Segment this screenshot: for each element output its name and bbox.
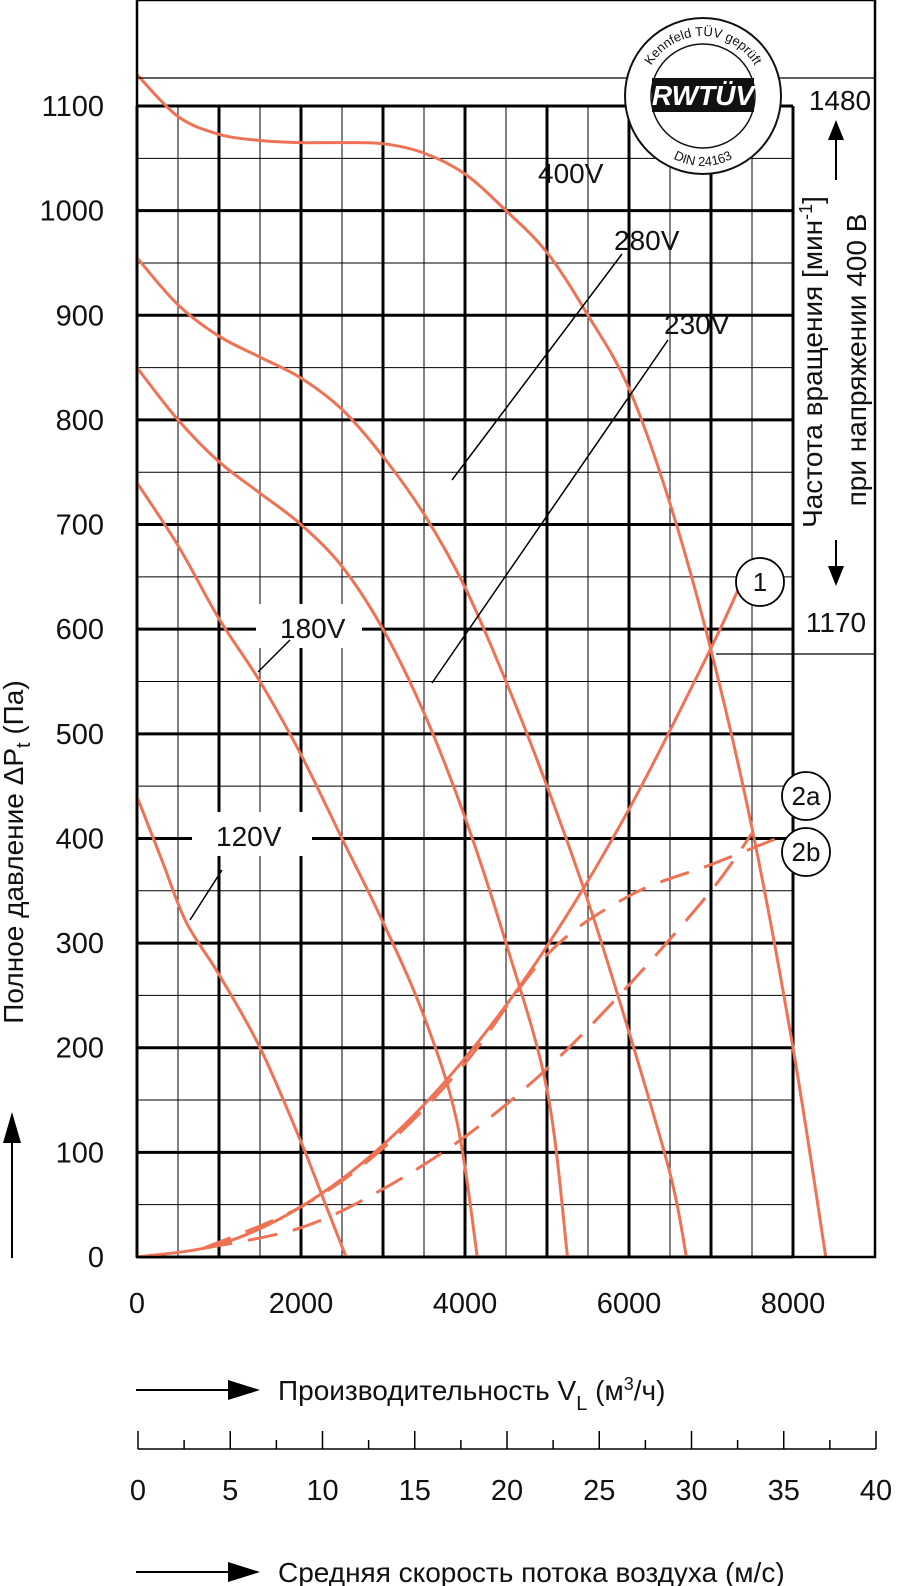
y-tick-label: 900 (56, 300, 104, 332)
system-label-2a: 2a (792, 781, 821, 811)
y-tick-label: 500 (56, 719, 104, 751)
curve-1 (136, 576, 746, 1259)
curve-label-280v: 280V (614, 225, 680, 256)
velocity-tick-label: 5 (222, 1475, 238, 1507)
tick-labels: 0 100 200 300 400 500 600 700 800 900 1000 1100 0 200… (39, 91, 825, 1320)
velocity-tick-label: 30 (675, 1475, 707, 1507)
speed-arrow-up-head (828, 120, 844, 140)
velocity-tick-label: 20 (491, 1475, 523, 1507)
seal-bottom-text: DIN 24163 (672, 148, 734, 169)
y-tick-label: 400 (56, 823, 104, 855)
x-axis-label: Производительность VL (м3/ч) (278, 1374, 665, 1415)
velocity-axis: 0 5 10 15 20 25 30 35 40 Средняя скорость потока… (130, 1431, 892, 1586)
velocity-arrow-head (228, 1562, 260, 1582)
y-tick-label: 100 (56, 1137, 104, 1169)
x-tick-label: 0 (129, 1288, 145, 1320)
x-tick-label: 4000 (433, 1288, 498, 1320)
x-axis-arrow-head (228, 1380, 260, 1400)
curve-2a (202, 837, 778, 1250)
x-tick-label: 2000 (269, 1288, 334, 1320)
speed-scale-label-line2: при напряжении 400 В (841, 214, 872, 507)
curve-230v (135, 366, 569, 1258)
y-tick-label: 300 (56, 928, 104, 960)
velocity-tick-label: 10 (306, 1475, 338, 1507)
y-axis-arrow-head (3, 1112, 21, 1143)
y-tick-label: 700 (56, 510, 104, 542)
speed-scale-label-line1: Частота вращения [мин-1] (796, 196, 828, 528)
curve-label-120v: 120V (216, 821, 282, 852)
speed-top-value: 1480 (809, 85, 871, 116)
label-bg-120v (192, 812, 312, 856)
y-tick-label: 600 (56, 614, 104, 646)
curve-label-180v: 180V (280, 613, 346, 644)
system-label-2b: 2b (792, 837, 821, 867)
velocity-tick-label: 0 (130, 1475, 146, 1507)
speed-bottom-value: 1170 (806, 607, 866, 638)
velocity-tick-label: 40 (860, 1475, 892, 1507)
x-tick-label: 8000 (761, 1288, 826, 1320)
rwtuv-seal: Kennfeld TÜV geprüft RWTÜV DIN 24163 (624, 17, 782, 175)
speed-arrow-down-head (828, 566, 844, 586)
curve-120v (135, 796, 348, 1258)
y-tick-label: 1100 (42, 91, 104, 123)
speed-scale: 1480 1170 Частота вращения [мин-1] при н… (796, 85, 872, 638)
y-tick-label: 1000 (39, 196, 104, 228)
y-tick-label: 200 (56, 1033, 104, 1065)
curve-2b (202, 832, 754, 1251)
curve-label-230v: 230V (664, 309, 730, 340)
label-bg-180v (256, 604, 362, 648)
system-label-2b-circle (781, 827, 831, 877)
plot-frame (135, 0, 877, 1259)
velocity-axis-label: Средняя скорость потока воздуха (м/с) (278, 1557, 785, 1586)
system-label-1-circle (735, 557, 785, 607)
x-tick-label: 6000 (597, 1288, 662, 1320)
velocity-tick-label: 25 (583, 1475, 615, 1507)
velocity-tick-label: 15 (399, 1475, 431, 1507)
y-axis-label: Полное давление ΔPt (Па) (0, 680, 35, 1023)
leader-120v (189, 869, 223, 921)
leader-230v (431, 339, 669, 684)
curve-400v (135, 73, 828, 1258)
leader-180v (257, 639, 291, 673)
system-label-2a-circle (781, 771, 831, 821)
y-axis-label-group: Полное давление ΔPt (Па) (0, 680, 35, 1258)
system-label-1: 1 (753, 567, 767, 597)
x-axis-label-group: Производительность VL (м3/ч) (136, 1374, 665, 1415)
curve-180v (135, 481, 479, 1258)
curve-label-400v: 400V (538, 158, 604, 189)
leader-280v (451, 253, 623, 481)
curve-280v (135, 256, 688, 1258)
y-tick-label: 800 (56, 405, 104, 437)
velocity-tick-label: 35 (768, 1475, 800, 1507)
curves (135, 73, 828, 1259)
velocity-ticks: 0 5 10 15 20 25 30 35 40 (130, 1431, 892, 1507)
curve-labels: 400V 280V 230V 180V 120V 1 2a 2b (189, 158, 831, 921)
y-tick-label: 0 (88, 1242, 104, 1274)
seal-logo: RWTÜV (652, 80, 756, 111)
seal-logo-box (652, 78, 754, 112)
